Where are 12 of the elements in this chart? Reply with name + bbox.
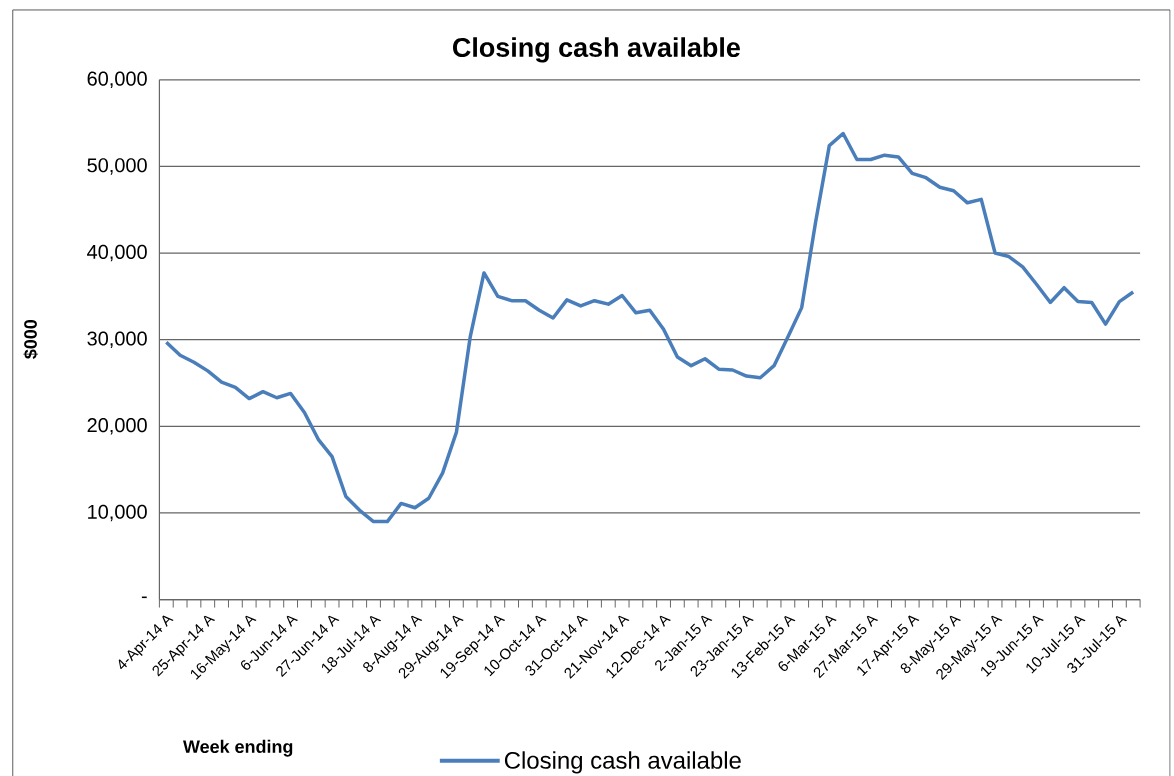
y-tick-label: 50,000: [87, 158, 147, 175]
y-tick-label: 10,000: [88, 504, 147, 522]
x-axis-title: Week ending: [183, 739, 293, 757]
y-tick-label: -: [141, 596, 147, 599]
legend-label: Closing cash available: [504, 751, 741, 774]
y-tick-label: 40,000: [87, 244, 147, 262]
chart-title: Closing cash available: [453, 37, 740, 63]
y-axis-title: $000: [23, 319, 39, 359]
y-tick-label: 60,000: [87, 71, 147, 88]
y-tick-label: 30,000: [87, 331, 147, 348]
y-tick-label: 20,000: [87, 418, 147, 435]
line-series: [164, 131, 1135, 524]
